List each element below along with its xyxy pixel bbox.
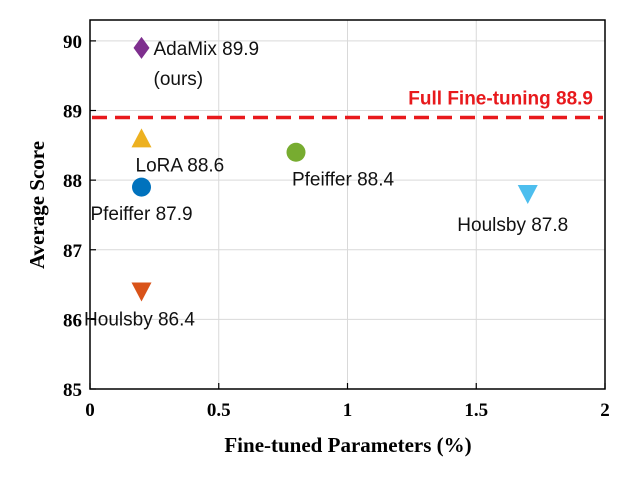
circle-marker (286, 142, 306, 162)
data-point: Pfeiffer 87.9 (90, 177, 193, 225)
data-point: LoRA 88.6 (131, 128, 225, 176)
triangle-down-marker (131, 282, 152, 302)
data-point: Pfeiffer 88.4 (286, 142, 395, 190)
point-label: (ours) (154, 69, 204, 90)
data-point: Houlsby 87.8 (457, 185, 568, 236)
y-tick-label: 88 (63, 171, 82, 192)
y-axis-title: Average Score (25, 141, 49, 269)
y-tick-label: 89 (63, 102, 82, 123)
triangle-down-marker (517, 185, 538, 205)
point-label: Houlsby 86.4 (84, 310, 195, 331)
full-finetuning-reference-label: Full Fine-tuning 88.9 (408, 88, 593, 109)
point-label: AdaMix 89.9 (154, 39, 260, 60)
y-tick-label: 90 (63, 32, 82, 53)
y-tick-label: 87 (63, 241, 83, 262)
x-tick-label: 1 (343, 400, 353, 421)
point-label: Pfeiffer 88.4 (292, 169, 395, 190)
x-tick-label: 1.5 (464, 400, 488, 421)
point-label: LoRA 88.6 (136, 155, 225, 176)
points-group: AdaMix 89.9 (ours) LoRA 88.6 Pfeiffer 87.9 H… (84, 36, 568, 331)
x-tick-label: 0 (85, 400, 95, 421)
circle-marker (132, 177, 151, 197)
data-point: Houlsby 86.4 (84, 282, 195, 331)
tick-labels: 0 0.5 1 1.5 2 85 86 87 88 89 90 (63, 32, 610, 421)
diamond-marker (133, 36, 150, 59)
x-tick-label: 2 (600, 400, 610, 421)
reference-line-group: Full Fine-tuning 88.9 (92, 88, 603, 120)
x-tick-label: 0.5 (207, 400, 231, 421)
point-label: Pfeiffer 87.9 (90, 204, 192, 225)
x-axis-title: Fine-tuned Parameters (%) (224, 433, 471, 457)
data-point: AdaMix 89.9 (ours) (133, 36, 260, 90)
y-tick-label: 85 (63, 380, 82, 401)
y-tick-label: 86 (63, 310, 82, 331)
point-label: Houlsby 87.8 (457, 215, 568, 236)
grid (90, 20, 605, 389)
triangle-up-marker (131, 128, 152, 148)
